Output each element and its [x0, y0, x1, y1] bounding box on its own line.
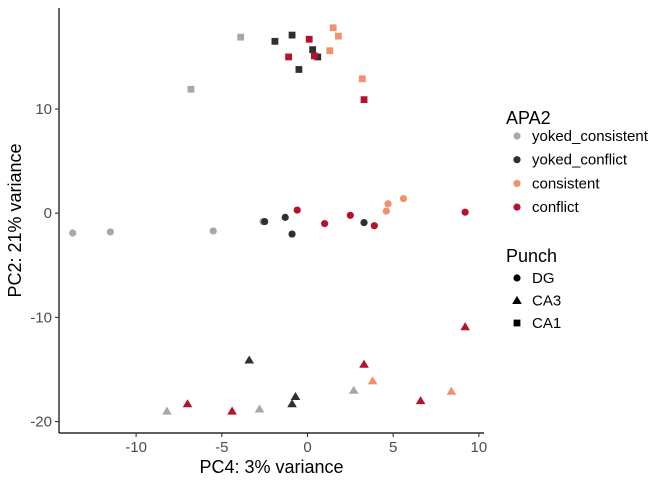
legend-apa2: APA2 yoked_consistent yoked_conflictconsi… — [506, 108, 649, 216]
data-point — [288, 230, 296, 238]
data-point — [360, 218, 368, 227]
y-ticks: -20 -10 0 10 — [30, 101, 59, 431]
data-point — [244, 355, 255, 364]
data-point — [360, 96, 368, 104]
data-point — [281, 213, 289, 221]
data-point — [271, 37, 279, 45]
legend-shape-key — [513, 274, 521, 282]
axes: -10 -5 0 5 10 -20 -10 0 10 — [30, 8, 487, 456]
data-point — [305, 35, 313, 43]
legend-apa2-label: conflict — [532, 199, 580, 216]
data-point — [359, 359, 369, 368]
data-point — [310, 52, 318, 60]
data-point — [321, 220, 329, 228]
data-point — [461, 208, 469, 216]
data-point — [227, 406, 237, 415]
data-point — [285, 53, 293, 61]
data-point — [295, 66, 303, 73]
legend-shape-key — [512, 295, 522, 304]
data-point — [399, 195, 408, 203]
data-point — [446, 386, 457, 395]
x-tick-label: 0 — [303, 439, 311, 456]
data-point — [460, 322, 470, 331]
data-point — [290, 391, 301, 400]
y-axis-title: PC2: 21% variance — [5, 143, 25, 297]
legend-punch-label: CA3 — [532, 293, 561, 310]
data-point — [358, 75, 366, 83]
y-tick-label: -20 — [30, 414, 52, 431]
legend-apa2-title: APA2 — [506, 108, 551, 128]
legend-color-key — [513, 132, 521, 140]
y-tick-label: 0 — [44, 205, 52, 222]
data-point — [182, 399, 193, 408]
x-tick-label: -5 — [215, 439, 228, 456]
legend-shape-key — [513, 319, 521, 327]
data-point — [382, 207, 390, 215]
data-point — [293, 206, 301, 214]
x-tick-label: 10 — [471, 439, 488, 456]
data-point — [187, 85, 195, 93]
data-point — [69, 229, 77, 237]
data-point — [415, 396, 426, 405]
x-tick-label: -10 — [125, 439, 147, 456]
data-point — [367, 376, 378, 385]
y-tick-label: -10 — [30, 309, 52, 326]
data-point — [314, 53, 322, 61]
legend-color-key — [513, 179, 521, 187]
data-point — [334, 32, 342, 40]
data-point — [261, 217, 269, 226]
data-point — [237, 33, 245, 41]
legend-punch-title: Punch — [506, 246, 557, 266]
legend-apa2-label: yoked_consistent — [532, 128, 649, 145]
x-tick-label: 5 — [389, 439, 397, 456]
legend-punch-label: CA1 — [532, 315, 561, 332]
data-point — [288, 31, 296, 39]
legend-punch: Punch DG CA3 CA1 — [506, 246, 561, 332]
data-point — [326, 47, 334, 55]
plot-area — [69, 24, 470, 415]
data-point — [162, 406, 172, 415]
legend-color-key — [513, 203, 521, 211]
legend-apa2-label: yoked_conflict — [532, 152, 628, 169]
data-point — [309, 46, 317, 54]
x-axis-title: PC4: 3% variance — [199, 457, 343, 477]
data-point — [348, 385, 359, 394]
data-point — [287, 399, 297, 408]
legend-color-key — [513, 156, 521, 164]
data-point — [106, 228, 115, 236]
legend-punch-label: DG — [532, 270, 555, 287]
data-point — [209, 227, 217, 235]
data-point — [384, 200, 392, 208]
data-point — [370, 222, 378, 230]
data-point — [329, 24, 337, 32]
data-point — [254, 404, 265, 413]
x-ticks: -10 -5 0 5 10 — [125, 433, 487, 456]
data-point — [346, 211, 354, 219]
legend-apa2-label: consistent — [532, 175, 600, 192]
y-tick-label: 10 — [35, 101, 52, 118]
